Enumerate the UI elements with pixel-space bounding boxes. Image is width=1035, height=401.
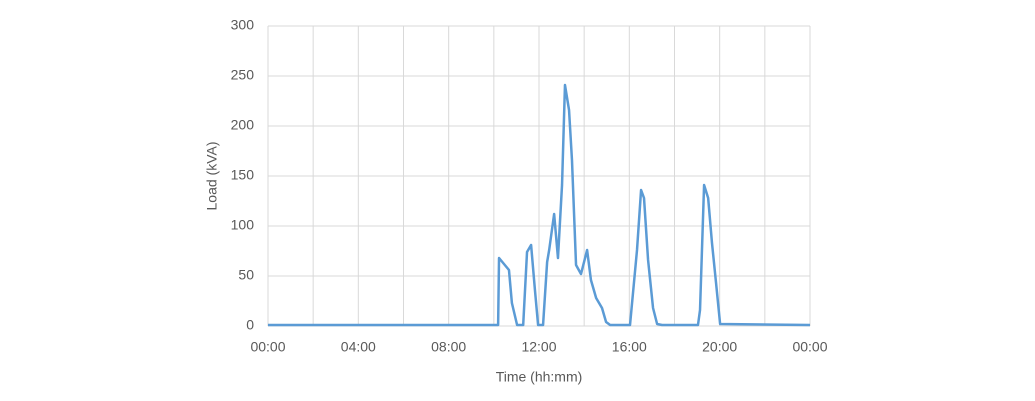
y-tick-label: 200 bbox=[231, 117, 255, 133]
y-tick-label: 0 bbox=[246, 317, 254, 333]
x-tick-label: 08:00 bbox=[431, 339, 466, 355]
x-tick-label: 00:00 bbox=[250, 339, 285, 355]
y-tick-label: 50 bbox=[238, 267, 254, 283]
x-tick-label: 12:00 bbox=[521, 339, 556, 355]
data-line bbox=[268, 83, 811, 327]
y-axis-label: Load (kVA) bbox=[204, 142, 220, 211]
x-tick-label: 04:00 bbox=[341, 339, 376, 355]
y-tick-label: 300 bbox=[231, 17, 255, 33]
y-tick-label: 150 bbox=[231, 167, 255, 183]
x-axis-label: Time (hh:mm) bbox=[496, 369, 583, 385]
x-tick-label: 20:00 bbox=[702, 339, 737, 355]
y-tick-label: 100 bbox=[231, 217, 255, 233]
x-tick-label: 00:00 bbox=[792, 339, 827, 355]
x-tick-label: 16:00 bbox=[612, 339, 647, 355]
y-tick-label: 250 bbox=[231, 67, 255, 83]
